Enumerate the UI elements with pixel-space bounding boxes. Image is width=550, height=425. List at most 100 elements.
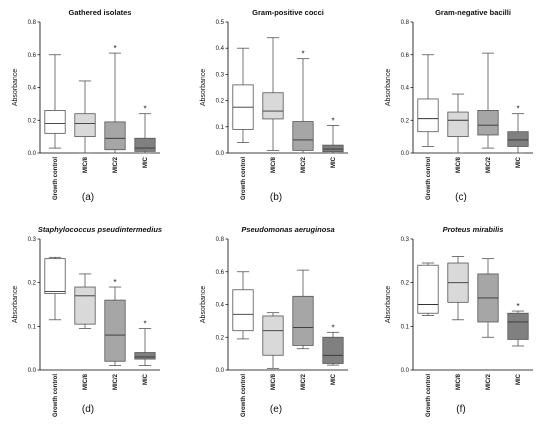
y-tick-label: 0.0: [401, 151, 410, 157]
y-tick-label: 0.4: [216, 303, 225, 309]
y-tick-label: 0.0: [401, 368, 410, 374]
box-1: [44, 54, 66, 149]
y-axis-label: Absorbance: [12, 286, 19, 323]
x-category-label: MIC: [516, 156, 522, 168]
significance-star: *: [516, 302, 519, 311]
x-category-label: MIC/2: [301, 156, 307, 173]
iqr-box: [322, 144, 344, 153]
y-tick-label: 0.0: [216, 151, 225, 157]
y-tick-label: 0.1: [28, 324, 37, 330]
iqr-box: [104, 121, 126, 151]
chart-title: Staphylococcus pseudintermedius: [38, 225, 162, 234]
box-4: *: [507, 105, 529, 154]
iqr-box: [447, 111, 469, 138]
x-category-label: MIC: [331, 373, 337, 385]
x-category-label: MIC/8: [271, 156, 277, 173]
panel-label: (e): [270, 404, 282, 415]
significance-star: *: [301, 50, 304, 59]
x-category-label: MIC: [516, 373, 522, 385]
panel-1: Gathered isolates 0.0 0.2 0.4 0.6 0.8 Absorban…: [12, 8, 160, 203]
significance-star: *: [516, 105, 519, 114]
significance-star: *: [331, 116, 334, 125]
y-tick-label: 0.0: [28, 151, 37, 157]
iqr-box: [477, 110, 499, 136]
panel-5: Pseudomonas aeruginosa 0.0 0.2 0.4 0.6 0.8 Abs…: [200, 225, 348, 417]
y-tick-label: 0.4: [28, 86, 37, 92]
y-tick-label: 0.8: [28, 20, 37, 26]
y-tick-label: 0.2: [216, 99, 225, 105]
x-category-label: Growth control: [53, 157, 59, 200]
y-tick-label: 0.6: [216, 270, 225, 276]
iqr-box: [74, 286, 96, 325]
y-tick-label: 0.3: [401, 237, 410, 243]
chart-title: Pseudomonas aeruginosa: [241, 225, 334, 234]
iqr-box: [292, 121, 314, 151]
x-category-label: MIC/8: [456, 373, 462, 390]
box-3: *: [292, 50, 314, 154]
iqr-box: [262, 92, 284, 120]
box-3: [477, 258, 499, 338]
y-axis-label: Absorbance: [200, 69, 207, 106]
iqr-box: [292, 295, 314, 346]
x-category-label: MIC/2: [301, 373, 307, 390]
panel-2: Gram-positive cocci 0.0 0.1 0.2 0.3 0.4 0.5 Abs…: [200, 8, 348, 203]
significance-star: *: [113, 44, 116, 53]
panel-4: Staphylococcus pseudintermedius 0.0 0.1 0.2…: [12, 225, 162, 417]
y-tick-label: 0.2: [401, 118, 410, 124]
panel-label: (a): [82, 192, 94, 203]
iqr-box: [104, 299, 126, 362]
iqr-box: [134, 352, 156, 360]
iqr-box: [417, 264, 439, 314]
box-4: *: [322, 323, 344, 366]
y-tick-label: 0.5: [216, 20, 225, 26]
box-1: [232, 47, 254, 143]
x-category-label: Growth control: [241, 157, 247, 200]
x-category-label: MIC/2: [113, 156, 119, 173]
significance-star: *: [143, 105, 146, 114]
x-category-label: MIC/8: [456, 156, 462, 173]
box-3: *: [104, 44, 126, 154]
box-1: [232, 271, 254, 340]
y-tick-label: 0.4: [216, 46, 225, 52]
box-2: [262, 37, 284, 151]
x-category-label: MIC/8: [83, 373, 89, 390]
box-2: [447, 256, 469, 321]
x-category-label: Growth control: [426, 157, 432, 200]
y-tick-label: 0.6: [28, 53, 37, 59]
y-axis-label: Absorbance: [200, 286, 207, 323]
x-category-label: MIC/2: [486, 373, 492, 390]
iqr-box: [232, 289, 254, 332]
box-1: [44, 256, 66, 321]
panel-label: (c): [455, 192, 467, 203]
y-tick-label: 0.3: [216, 72, 225, 78]
x-category-label: MIC/8: [271, 373, 277, 390]
panel-label: (b): [270, 192, 282, 203]
iqr-box: [417, 98, 439, 133]
x-category-label: MIC/2: [113, 373, 119, 390]
box-4: *: [134, 320, 156, 367]
chart-title: Proteus mirabilis: [443, 225, 504, 234]
significance-star: *: [143, 320, 146, 329]
x-category-label: MIC: [331, 156, 337, 168]
panel-label: (f): [456, 404, 465, 415]
y-tick-label: 0.3: [28, 237, 37, 243]
iqr-box: [262, 315, 284, 356]
box-2: [74, 80, 96, 154]
box-3: [292, 269, 314, 350]
chart-title: Gram-positive cocci: [252, 8, 324, 17]
y-tick-label: 0.1: [401, 324, 410, 330]
panel-3: Gram-negative bacilli 0.0 0.2 0.4 0.6 0.8 Abso…: [385, 8, 533, 203]
iqr-box: [74, 113, 96, 138]
y-tick-label: 0.2: [28, 118, 37, 124]
x-category-label: MIC: [143, 373, 149, 385]
iqr-box: [507, 131, 529, 147]
iqr-box: [322, 336, 344, 364]
x-category-label: Growth control: [241, 374, 247, 417]
significance-star: *: [331, 323, 334, 332]
box-4: *: [134, 105, 156, 154]
box-4: *: [322, 116, 344, 154]
iqr-box: [44, 258, 66, 294]
x-category-label: MIC/2: [486, 156, 492, 173]
